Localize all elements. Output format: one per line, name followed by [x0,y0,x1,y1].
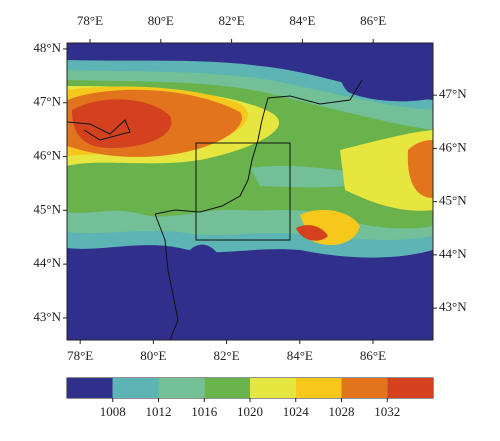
lat-tick-label: 45°N [33,201,61,216]
lat-tick-label: 46°N [33,148,61,163]
lat-tick-label: 48°N [33,40,61,55]
colorbar-label: 1024 [283,404,310,419]
lat-tick-label: 47°N [33,94,61,109]
contour-fill [67,43,200,59]
lat-tick-label: 44°N [439,246,467,261]
colorbar-swatch [250,378,296,398]
lon-tick-label: 82°E [214,348,240,363]
colorbar-swatch [158,378,205,398]
colorbar-label: 1020 [237,404,263,419]
contour-fill [67,288,79,326]
colorbar-swatch [67,378,113,398]
lat-tick-label: 45°N [439,193,467,208]
lon-tick-label: 82°E [219,13,245,28]
lon-tick-label: 78°E [67,348,93,363]
contour-fill [296,225,328,241]
contour-fill [388,265,433,340]
border-line [67,79,363,340]
contour-fill [261,257,317,327]
contour-fill [407,140,433,198]
lon-tick-label: 86°E [360,13,386,28]
colorbar-swatch [387,378,433,398]
colorbar-swatch [204,378,250,398]
lat-tick-label: 47°N [439,86,467,101]
contour-field [67,43,433,340]
lat-tick-label: 46°N [439,139,467,154]
lon-tick-label: 78°E [77,13,103,28]
lat-tick-label: 44°N [33,255,61,270]
colorbar-label: 1032 [374,404,400,419]
lon-tick-label: 84°E [289,13,315,28]
lon-tick-label: 84°E [287,348,313,363]
colorbar-label: 1016 [191,404,218,419]
colorbar-swatch [341,378,388,398]
colorbar-label: 1012 [146,404,172,419]
map-frame [66,42,434,341]
colorbar-swatch [112,378,159,398]
colorbar-swatch [295,378,342,398]
contour-fill [340,50,433,102]
lon-tick-label: 80°E [140,348,166,363]
lat-tick-label: 43°N [33,309,61,324]
study-area-box [195,142,291,241]
lon-tick-label: 80°E [148,13,174,28]
colorbar-label: 1008 [100,404,126,419]
colorbar-label: 1028 [329,404,355,419]
lon-tick-label: 86°E [360,348,386,363]
lat-tick-label: 43°N [439,299,467,314]
contour-fill [185,244,226,313]
